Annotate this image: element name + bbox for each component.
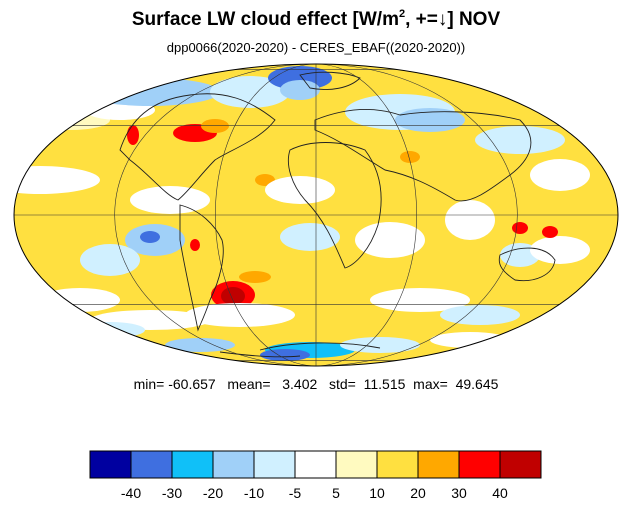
- field-patch: [140, 231, 160, 243]
- field-patch: [355, 222, 425, 258]
- stat-min: -60.657: [168, 376, 216, 392]
- field-patch: [530, 236, 590, 264]
- field-patch: [190, 239, 200, 251]
- colorbar-tick-label: -30: [162, 485, 182, 501]
- field-patch: [127, 125, 139, 145]
- map-border: [13, 63, 619, 367]
- field-patch: [265, 176, 335, 204]
- stat-mean-label: mean=: [227, 376, 271, 392]
- colorbar-tick-label: -5: [289, 485, 302, 501]
- field-patch: [210, 76, 290, 108]
- colorbar-tick-label: 30: [451, 485, 467, 501]
- colorbar-tick-label: 20: [410, 485, 426, 501]
- field-patch: [440, 305, 520, 325]
- field-patch: [280, 223, 340, 251]
- field-patch: [542, 226, 558, 238]
- stats-line: min= -60.657 mean= 3.402 std= 11.515 max…: [0, 376, 632, 392]
- colorbar-box: [376, 450, 419, 479]
- stat-max: 49.645: [455, 376, 499, 392]
- field-patch: [400, 151, 420, 163]
- colorbar-box: [212, 450, 255, 479]
- world-map: [13, 63, 619, 367]
- colorbar-tick-label: -10: [244, 485, 264, 501]
- colorbar-box: [89, 450, 132, 479]
- field-patch: [185, 303, 295, 327]
- stat-min-label: min=: [133, 376, 165, 392]
- field-patch: [80, 244, 140, 276]
- field-patch: [475, 126, 565, 154]
- field-patch: [221, 287, 245, 305]
- field-patch: [530, 159, 590, 191]
- field-patch: [260, 349, 310, 361]
- stat-std-label: std=: [328, 376, 356, 392]
- colorbar-box: [458, 450, 501, 479]
- chart-subtitle: dpp0066(2020-2020) - CERES_EBAF((2020-20…: [166, 40, 466, 55]
- stat-mean: 3.402: [282, 376, 318, 392]
- colorbar-box: [335, 450, 378, 479]
- field-patch: [14, 166, 100, 194]
- continent-outline: [119, 93, 276, 201]
- stat-std: 11.515: [363, 376, 406, 392]
- field-patch: [500, 243, 540, 267]
- continent-outline: [299, 71, 361, 90]
- colorbar-box: [130, 450, 173, 479]
- field-patch: [165, 338, 235, 352]
- colorbar-box: [294, 450, 337, 479]
- field-patch: [370, 288, 470, 312]
- field-patch: [445, 200, 495, 240]
- field-patch: [130, 186, 210, 214]
- field-patch: [239, 271, 271, 283]
- colorbar-box: [499, 450, 542, 479]
- colorbar-tick-label: 5: [332, 485, 340, 501]
- longitude-line: [215, 64, 417, 366]
- colorbar-box: [171, 450, 214, 479]
- continent-outline: [287, 142, 382, 269]
- field-patch: [280, 80, 320, 100]
- colorbar-tick-label: -40: [121, 485, 141, 501]
- field-patch: [340, 337, 420, 353]
- longitude-line: [114, 64, 518, 366]
- chart-title: Surface LW cloud effect [W/m2, +=↓] NOV: [131, 8, 501, 30]
- colorbar-tick-label: -20: [203, 485, 223, 501]
- colorbar-tick-label: 40: [492, 485, 508, 501]
- continent-outline: [498, 247, 556, 282]
- colorbar-box: [417, 450, 460, 479]
- colorbar-tick-label: 10: [369, 485, 385, 501]
- stat-max-label: max=: [413, 376, 448, 392]
- colorbar-box: [253, 450, 296, 479]
